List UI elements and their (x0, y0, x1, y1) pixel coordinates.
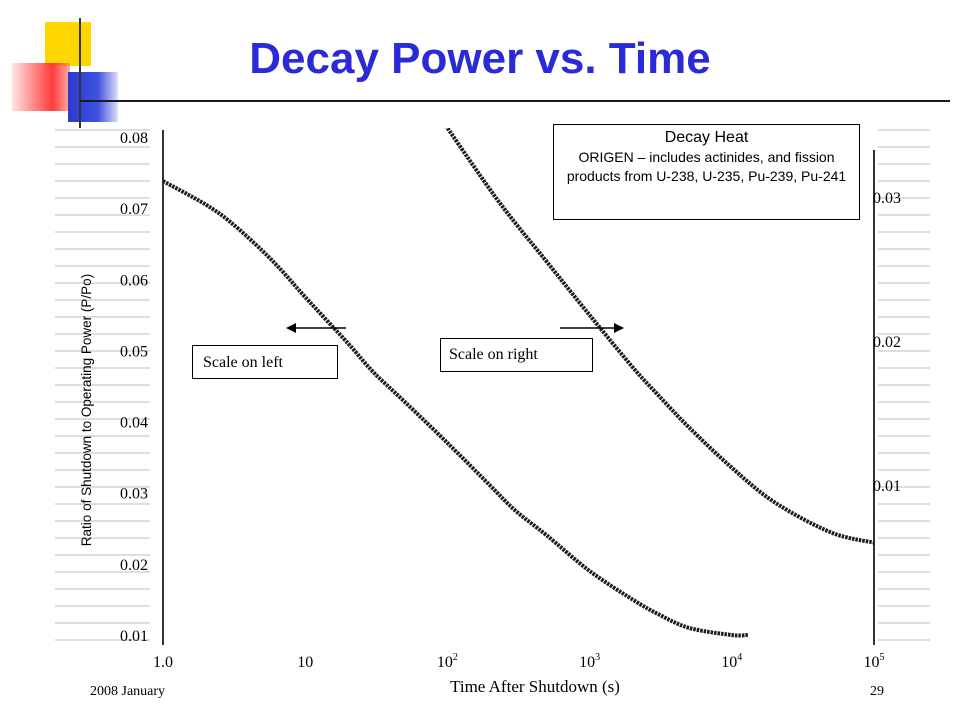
callout-scale-left: Scale on left (192, 345, 338, 379)
legend-box: Decay Heat ORIGEN – includes actinides, … (553, 124, 860, 220)
y-left-tick-label: 0.08 (120, 130, 148, 147)
y-right-tick-label: 0.01 (873, 478, 901, 495)
slide-number: 29 (870, 684, 884, 699)
y-left-tick-label: 0.01 (120, 628, 148, 645)
x-tick-label: 104 (721, 652, 742, 671)
ruled-margin-left (55, 129, 150, 641)
y-left-tick-label: 0.05 (120, 343, 148, 360)
arrow-right-head (614, 323, 624, 333)
callout-scale-right: Scale on right (440, 338, 593, 372)
arrow-left-head (286, 323, 296, 333)
decor-blue-square (68, 72, 118, 122)
decor-red-square (12, 63, 70, 111)
y-left-tick-label: 0.06 (120, 272, 148, 289)
decay-curve-right (445, 128, 874, 545)
x-tick-label: 105 (864, 652, 885, 671)
y-left-tick-label: 0.07 (120, 201, 148, 218)
decor-yellow-square (45, 22, 91, 66)
footer-date: 2008 January (90, 684, 166, 699)
x-tick-label: 102 (437, 652, 458, 671)
y-right-tick-label: 0.03 (873, 190, 901, 207)
scale-arrows (286, 323, 624, 333)
y-right-tick-labels: 0.03 0.02 0.01 (873, 190, 901, 495)
curves-group (163, 128, 874, 638)
x-tick-label: 103 (579, 652, 600, 671)
x-tick-label: 10 (297, 654, 313, 671)
y-right-tick-label: 0.02 (873, 334, 901, 351)
y-left-tick-label: 0.04 (120, 415, 148, 432)
ruled-margin-right (878, 129, 930, 641)
legend-title: Decay Heat (664, 129, 749, 146)
title-underline (80, 100, 950, 102)
decay-curve-left (163, 179, 749, 638)
y-left-tick-label: 0.03 (120, 486, 148, 503)
y-axis-label: Ratio of Shutdown to Operating Power (P/… (79, 274, 94, 546)
y-left-tick-label: 0.02 (120, 557, 148, 574)
x-axis-label: Time After Shutdown (s) (450, 677, 620, 696)
decor-vertical-line (79, 18, 81, 128)
legend-body: ORIGEN – includes actinides, and fission… (566, 149, 847, 184)
x-tick-label: 1.0 (153, 654, 173, 671)
slide-title: Decay Power vs. Time (249, 34, 711, 83)
y-left-tick-labels: 0.08 0.07 0.06 0.05 0.04 0.03 0.02 0.01 (120, 130, 148, 645)
x-tick-labels: 1.0 10 102 103 104 105 (153, 652, 885, 671)
